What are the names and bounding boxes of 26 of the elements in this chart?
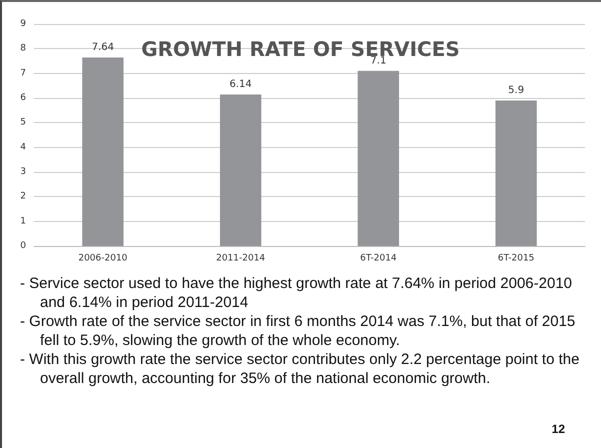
text: - Service sector used to have the highest growth rate at 7.64% in period 2006-2010 and 6.14% in period 2011-2014 bbox=[20, 274, 574, 312]
bar bbox=[220, 94, 262, 246]
y-tick-label: 7 bbox=[20, 68, 26, 78]
x-tick-label: 6T-2014 bbox=[360, 254, 397, 264]
text: 12 bbox=[552, 422, 565, 436]
y-tick-label: 9 bbox=[20, 19, 26, 29]
y-tick-label: 3 bbox=[20, 167, 26, 177]
data-label: 7.1 bbox=[370, 55, 386, 66]
y-tick-label: 4 bbox=[20, 142, 26, 152]
x-tick-label: 6T-2015 bbox=[498, 254, 534, 264]
data-label: 6.14 bbox=[229, 79, 252, 90]
bar bbox=[495, 100, 537, 246]
y-tick-label: 0 bbox=[20, 241, 26, 251]
text: - Growth rate of the service sector in first 6 months 2014 was 7.1%, but that of 2015 fell to 5.9%, slowing the growth of the whole economy. bbox=[20, 312, 576, 350]
data-label: 5.9 bbox=[508, 84, 524, 96]
bar bbox=[358, 70, 400, 246]
x-tick-label: 2011-2014 bbox=[216, 254, 266, 264]
bar bbox=[82, 58, 124, 246]
data-label: 7.64 bbox=[92, 42, 114, 54]
y-tick-label: 6 bbox=[20, 93, 26, 103]
y-tick-label: 5 bbox=[20, 118, 26, 128]
y-tick-label: 8 bbox=[20, 44, 26, 54]
y-tick-label: 2 bbox=[20, 192, 26, 202]
x-tick-label: 2006-2010 bbox=[78, 254, 128, 264]
text: - With this growth rate the service sector contributes only 2.2 percentage point to the overall growth, accounting for 35% of the national economic growth. bbox=[20, 350, 580, 388]
y-tick-label: 1 bbox=[20, 216, 26, 226]
